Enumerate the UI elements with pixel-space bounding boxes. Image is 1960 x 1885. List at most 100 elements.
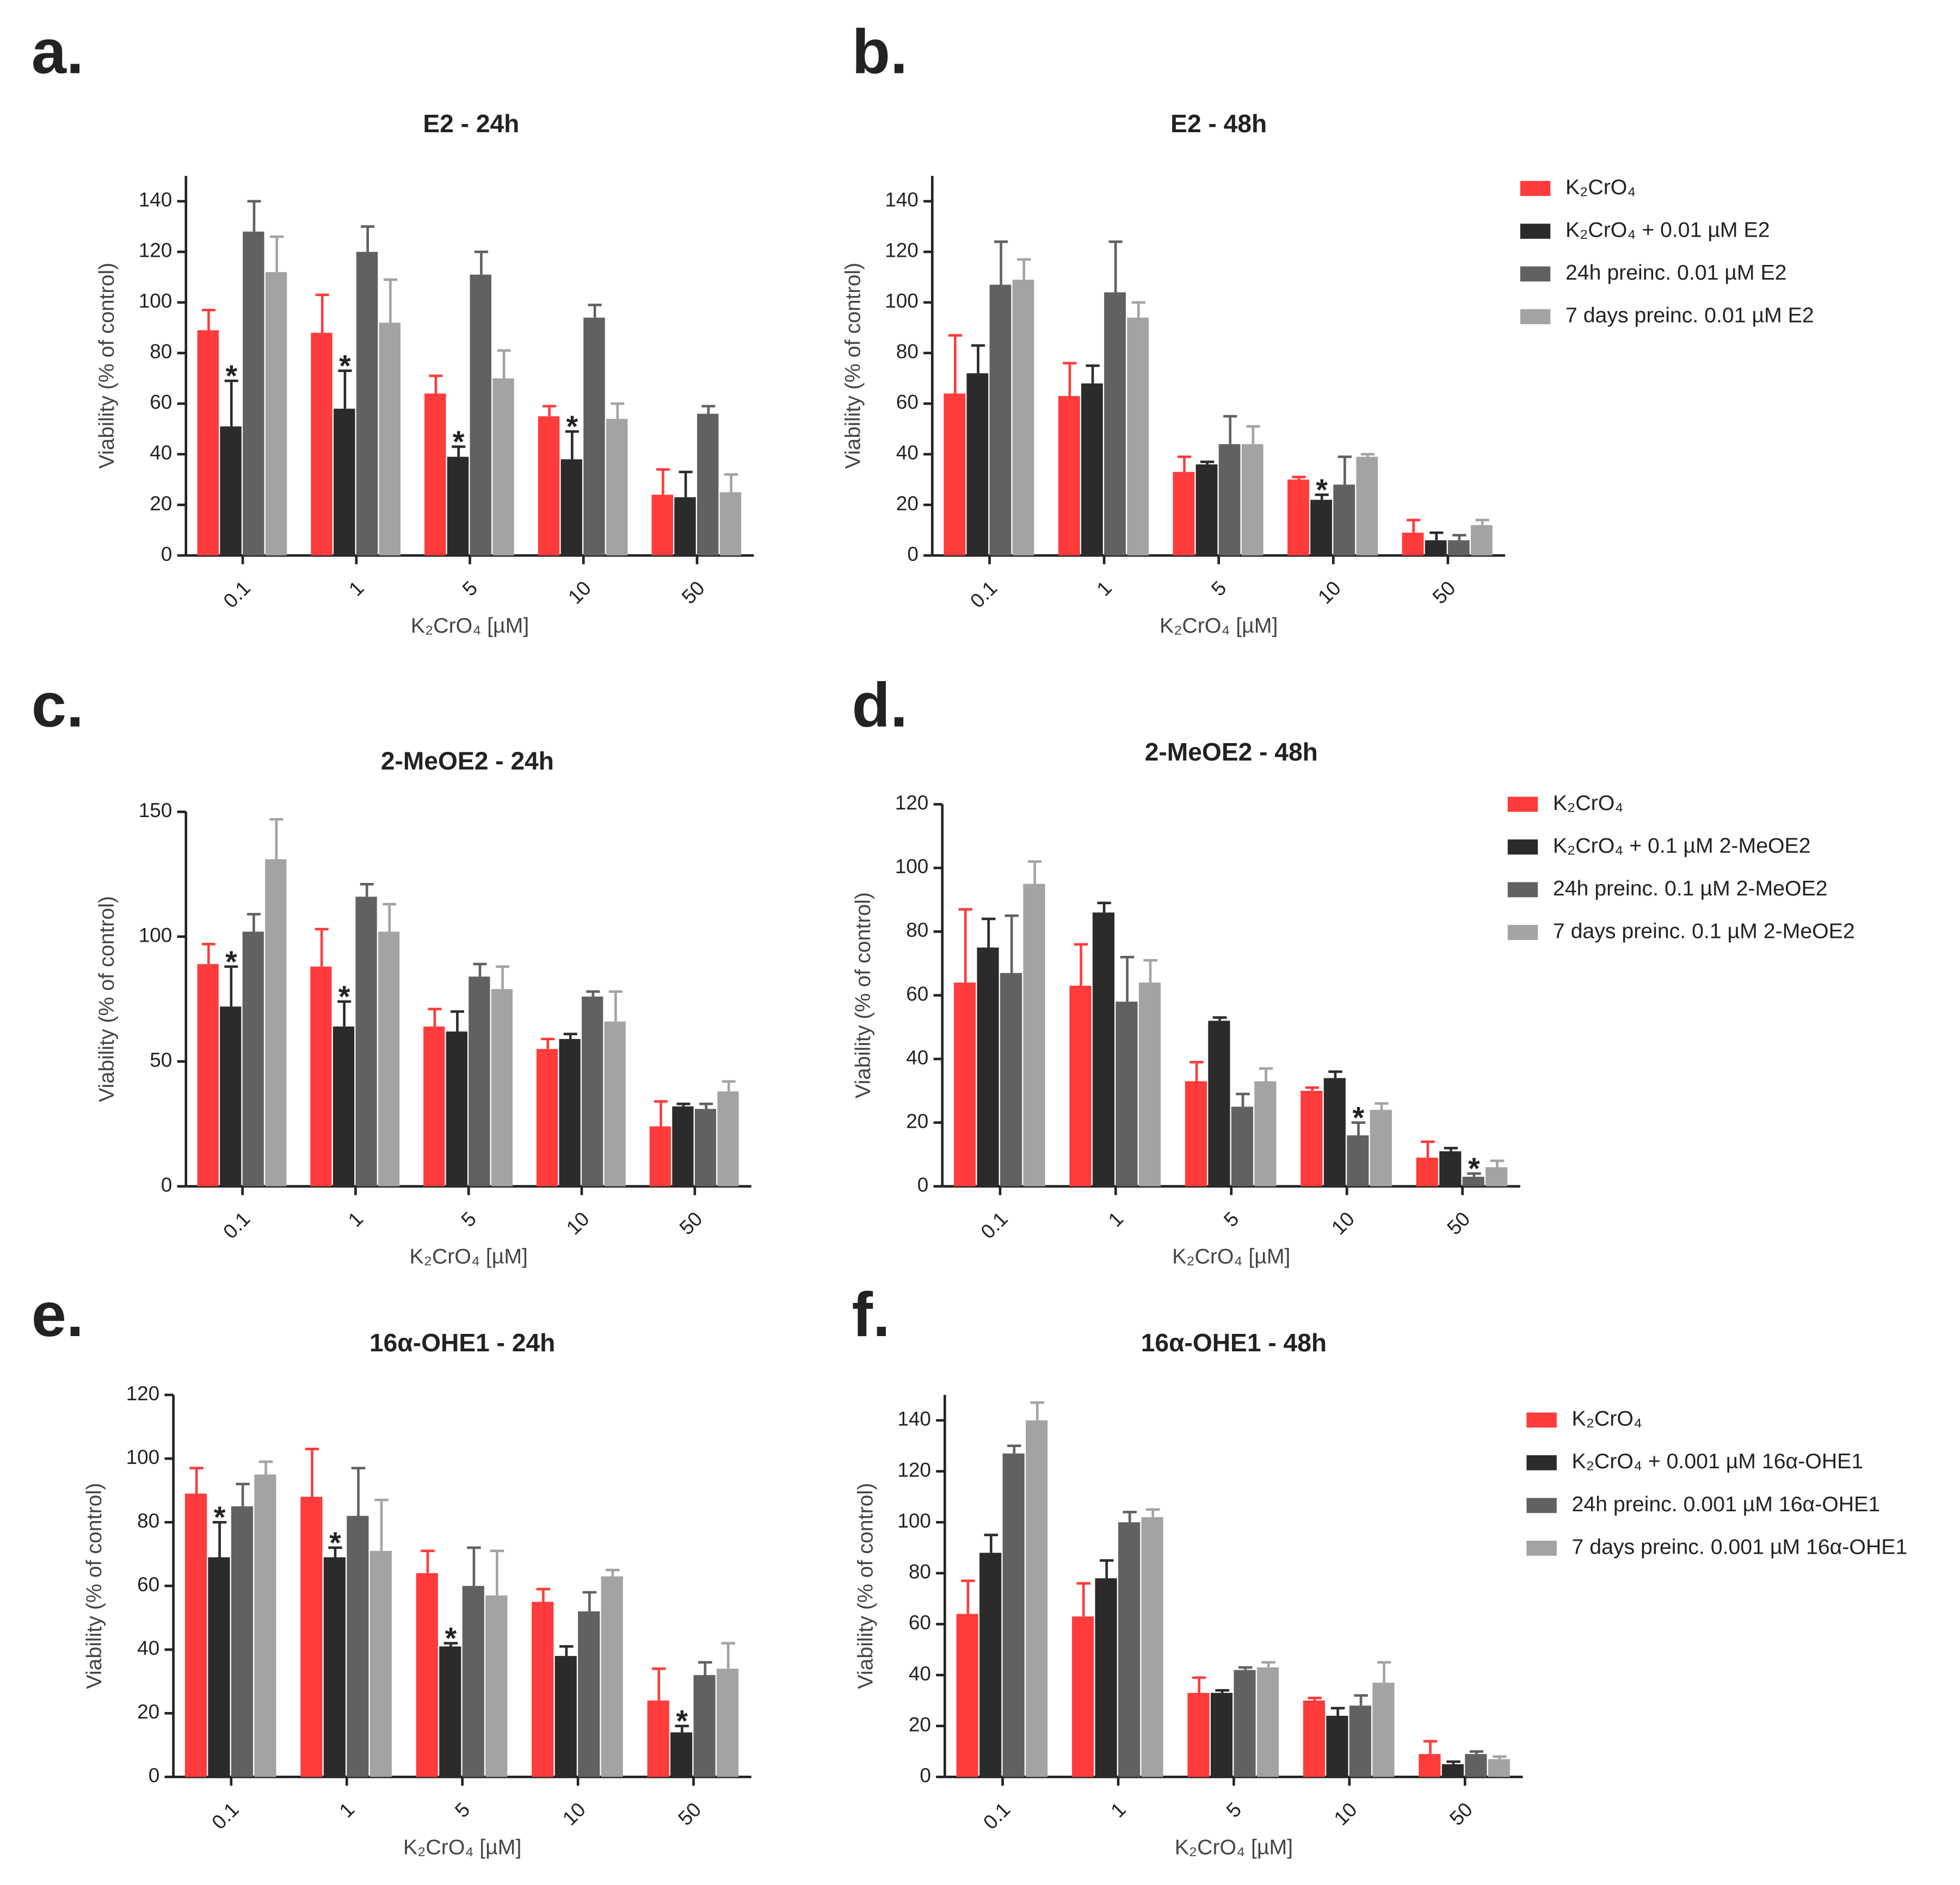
bar [1462,1177,1484,1186]
legend-label: 7 days preinc. 0.01 µM E2 [1565,303,1814,327]
y-tick-label: 60 [150,391,172,413]
x-axis-label: K₂CrO₄ [µM] [1175,1835,1293,1859]
y-tick-label: 80 [150,341,172,363]
significance-mark: * [1353,1101,1365,1135]
bar [697,413,719,556]
y-tick-label: 80 [137,1510,159,1532]
y-tick-label: 0 [161,543,172,565]
bar [1447,540,1470,556]
x-tick-label: 0.1 [219,1208,254,1243]
bar [265,272,287,556]
y-tick-label: 60 [137,1573,159,1596]
y-tick-label: 40 [150,442,172,464]
significance-mark: * [445,1622,457,1655]
y-axis-label: Viability (% of control) [95,896,119,1102]
chart-title: 16α-OHE1 - 48h [1141,1328,1327,1357]
bar [1173,472,1195,556]
y-tick-label: 100 [885,290,919,312]
bar [536,1049,558,1186]
y-axis-label: Viability (% of control) [95,263,119,469]
bar [1465,1754,1487,1777]
bar [332,1026,355,1186]
bar [197,964,219,1186]
bar [717,1091,739,1186]
bar [1069,985,1092,1186]
y-tick-label: 140 [885,189,919,211]
y-tick-label: 40 [896,442,919,464]
bar [334,409,355,556]
y-tick-label: 120 [139,239,172,262]
legend-label: 7 days preinc. 0.001 µM 16α-OHE1 [1572,1535,1908,1559]
x-tick-label: 0.1 [207,1798,243,1833]
bar [1115,1002,1138,1186]
bar [719,492,742,556]
legend-label: K₂CrO₄ + 0.001 µM 16α-OHE1 [1572,1449,1864,1473]
bar [979,1553,1002,1777]
bar [1488,1759,1510,1777]
bar [1000,973,1022,1186]
legend-swatch [1526,1541,1557,1556]
y-tick-label: 100 [895,855,929,877]
x-tick-label: 1 [1104,1208,1128,1232]
bar [1141,1517,1163,1777]
y-tick-label: 20 [137,1701,159,1723]
legend-swatch [1520,266,1551,282]
bar [197,330,219,556]
bar [694,1109,717,1186]
y-axis-label: Viability (% of control) [841,263,865,469]
y-tick-label: 150 [139,799,172,821]
x-tick-label: 10 [558,1798,590,1830]
bar [538,416,560,556]
x-tick-label: 5 [457,1208,481,1232]
bar [1026,1420,1048,1777]
bar [355,897,377,1186]
y-tick-label: 80 [896,341,919,363]
y-tick-label: 140 [139,189,172,211]
significance-mark: * [676,1704,688,1738]
bar [1256,1667,1279,1777]
y-tick-label: 40 [906,1046,928,1068]
bar [604,1021,626,1186]
bar [220,426,242,556]
bar [1138,982,1161,1186]
y-axis-label: Viability (% of control) [854,1483,878,1689]
x-tick-label: 0.1 [966,577,1001,612]
bar [470,274,491,556]
bar [559,1039,581,1186]
y-tick-label: 0 [917,1173,929,1196]
bar [242,931,264,1186]
bar [1218,444,1241,556]
bar [956,1614,978,1777]
bar [670,1732,693,1777]
bar [1241,444,1263,556]
bar [966,373,989,556]
bar [651,495,673,556]
x-tick-label: 1 [344,577,368,601]
x-tick-label: 5 [458,577,482,601]
bar [1333,484,1355,556]
bar [1231,1107,1253,1186]
y-tick-label: 20 [150,492,172,515]
bar [1104,292,1126,556]
bar [672,1106,694,1186]
bar [560,459,582,556]
y-tick-label: 120 [897,1458,931,1481]
y-tick-label: 0 [149,1764,160,1787]
significance-mark: * [1468,1152,1480,1185]
y-axis-label: Viability (% of control) [82,1483,106,1689]
legend-label: K₂CrO₄ [1553,791,1623,815]
x-axis-label: K₂CrO₄ [µM] [403,1835,521,1859]
legend-swatch [1520,224,1551,239]
bar [310,966,332,1186]
bar [554,1655,577,1777]
bar [416,1573,438,1777]
y-tick-label: 120 [885,239,919,262]
x-tick-label: 50 [674,1798,705,1830]
x-tick-label: 5 [1219,1208,1243,1232]
significance-mark: * [338,980,350,1013]
bar [647,1700,669,1777]
bar [1419,1754,1441,1777]
x-tick-label: 50 [675,1208,707,1239]
bar [469,977,490,1186]
